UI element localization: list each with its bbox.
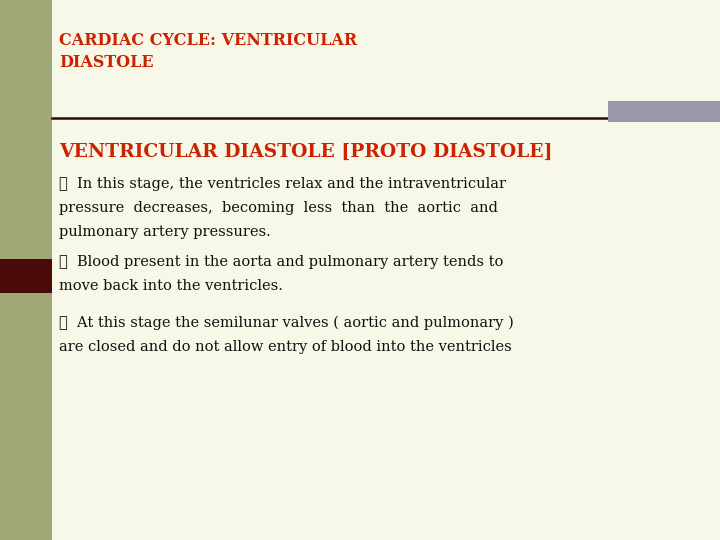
Text: ❑  In this stage, the ventricles relax and the intraventricular: ❑ In this stage, the ventricles relax an… — [59, 177, 506, 191]
Text: pulmonary artery pressures.: pulmonary artery pressures. — [59, 225, 271, 239]
Text: move back into the ventricles.: move back into the ventricles. — [59, 279, 283, 293]
Text: VENTRICULAR DIASTOLE [PROTO DIASTOLE]: VENTRICULAR DIASTOLE [PROTO DIASTOLE] — [59, 143, 552, 161]
Text: pressure  decreases,  becoming  less  than  the  aortic  and: pressure decreases, becoming less than t… — [59, 201, 498, 215]
FancyBboxPatch shape — [0, 0, 52, 540]
Text: CARDIAC CYCLE: VENTRICULAR
DIASTOLE: CARDIAC CYCLE: VENTRICULAR DIASTOLE — [59, 32, 357, 71]
FancyBboxPatch shape — [608, 101, 720, 122]
Text: ❑  At this stage the semilunar valves ( aortic and pulmonary ): ❑ At this stage the semilunar valves ( a… — [59, 316, 514, 330]
Text: ❑  Blood present in the aorta and pulmonary artery tends to: ❑ Blood present in the aorta and pulmona… — [59, 255, 503, 269]
Text: are closed and do not allow entry of blood into the ventricles: are closed and do not allow entry of blo… — [59, 340, 512, 354]
FancyBboxPatch shape — [0, 259, 52, 293]
